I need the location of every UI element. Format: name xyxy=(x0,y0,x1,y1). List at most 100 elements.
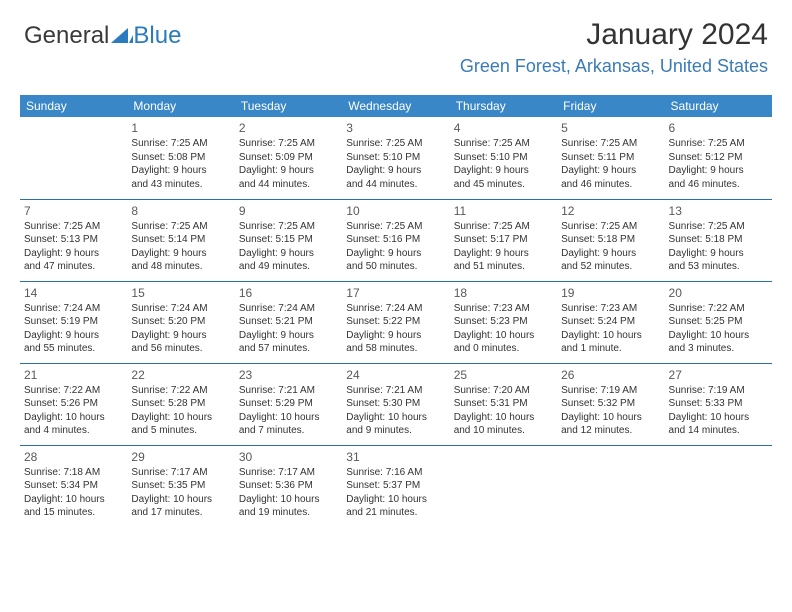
daylight-text: Daylight: 9 hours xyxy=(454,247,553,261)
day-number: 15 xyxy=(131,285,230,301)
sunset-text: Sunset: 5:29 PM xyxy=(239,397,338,411)
sunrise-text: Sunrise: 7:21 AM xyxy=(346,384,445,398)
logo-text-blue: Blue xyxy=(133,22,181,50)
sunset-text: Sunset: 5:14 PM xyxy=(131,233,230,247)
daylight-text: Daylight: 9 hours xyxy=(239,164,338,178)
daylight-text: Daylight: 10 hours xyxy=(131,493,230,507)
day-number: 30 xyxy=(239,449,338,465)
calendar-week-row: 21Sunrise: 7:22 AMSunset: 5:26 PMDayligh… xyxy=(20,363,772,445)
daylight-text: Daylight: 10 hours xyxy=(561,411,660,425)
sunrise-text: Sunrise: 7:25 AM xyxy=(561,220,660,234)
daylight-text: Daylight: 9 hours xyxy=(669,164,768,178)
daylight-text: Daylight: 10 hours xyxy=(454,411,553,425)
day-number: 25 xyxy=(454,367,553,383)
calendar-day-cell: 17Sunrise: 7:24 AMSunset: 5:22 PMDayligh… xyxy=(342,281,449,363)
weekday-header: Sunday xyxy=(20,95,127,117)
calendar-header-row: SundayMondayTuesdayWednesdayThursdayFrid… xyxy=(20,95,772,117)
daylight-text: and 56 minutes. xyxy=(131,342,230,356)
daylight-text: Daylight: 9 hours xyxy=(24,247,123,261)
day-number: 7 xyxy=(24,203,123,219)
sunset-text: Sunset: 5:30 PM xyxy=(346,397,445,411)
daylight-text: and 17 minutes. xyxy=(131,506,230,520)
calendar-day-cell: 10Sunrise: 7:25 AMSunset: 5:16 PMDayligh… xyxy=(342,199,449,281)
daylight-text: Daylight: 9 hours xyxy=(561,247,660,261)
daylight-text: and 47 minutes. xyxy=(24,260,123,274)
sunset-text: Sunset: 5:18 PM xyxy=(669,233,768,247)
sunrise-text: Sunrise: 7:25 AM xyxy=(346,137,445,151)
daylight-text: Daylight: 10 hours xyxy=(239,493,338,507)
sunset-text: Sunset: 5:25 PM xyxy=(669,315,768,329)
day-number: 9 xyxy=(239,203,338,219)
sunset-text: Sunset: 5:16 PM xyxy=(346,233,445,247)
daylight-text: Daylight: 9 hours xyxy=(561,164,660,178)
day-number: 31 xyxy=(346,449,445,465)
calendar-day-cell: 3Sunrise: 7:25 AMSunset: 5:10 PMDaylight… xyxy=(342,117,449,199)
calendar-day-cell: 8Sunrise: 7:25 AMSunset: 5:14 PMDaylight… xyxy=(127,199,234,281)
calendar-day-cell: 22Sunrise: 7:22 AMSunset: 5:28 PMDayligh… xyxy=(127,363,234,445)
calendar-day-cell: 15Sunrise: 7:24 AMSunset: 5:20 PMDayligh… xyxy=(127,281,234,363)
day-number: 3 xyxy=(346,120,445,136)
calendar-day-cell xyxy=(665,445,772,527)
daylight-text: and 48 minutes. xyxy=(131,260,230,274)
calendar-day-cell xyxy=(20,117,127,199)
sunset-text: Sunset: 5:17 PM xyxy=(454,233,553,247)
day-number: 23 xyxy=(239,367,338,383)
daylight-text: Daylight: 10 hours xyxy=(24,493,123,507)
calendar-day-cell: 18Sunrise: 7:23 AMSunset: 5:23 PMDayligh… xyxy=(450,281,557,363)
daylight-text: Daylight: 9 hours xyxy=(346,329,445,343)
daylight-text: Daylight: 9 hours xyxy=(131,329,230,343)
sunset-text: Sunset: 5:18 PM xyxy=(561,233,660,247)
daylight-text: and 50 minutes. xyxy=(346,260,445,274)
calendar-week-row: 1Sunrise: 7:25 AMSunset: 5:08 PMDaylight… xyxy=(20,117,772,199)
sunrise-text: Sunrise: 7:23 AM xyxy=(561,302,660,316)
day-number: 11 xyxy=(454,203,553,219)
calendar-week-row: 14Sunrise: 7:24 AMSunset: 5:19 PMDayligh… xyxy=(20,281,772,363)
daylight-text: and 0 minutes. xyxy=(454,342,553,356)
calendar-day-cell: 6Sunrise: 7:25 AMSunset: 5:12 PMDaylight… xyxy=(665,117,772,199)
calendar-day-cell: 5Sunrise: 7:25 AMSunset: 5:11 PMDaylight… xyxy=(557,117,664,199)
calendar-day-cell: 25Sunrise: 7:20 AMSunset: 5:31 PMDayligh… xyxy=(450,363,557,445)
daylight-text: Daylight: 9 hours xyxy=(24,329,123,343)
sunset-text: Sunset: 5:15 PM xyxy=(239,233,338,247)
sunset-text: Sunset: 5:33 PM xyxy=(669,397,768,411)
calendar-day-cell xyxy=(557,445,664,527)
header-right: January 2024 Green Forest, Arkansas, Uni… xyxy=(460,18,768,77)
daylight-text: and 49 minutes. xyxy=(239,260,338,274)
sunrise-text: Sunrise: 7:22 AM xyxy=(669,302,768,316)
day-number: 10 xyxy=(346,203,445,219)
sunset-text: Sunset: 5:22 PM xyxy=(346,315,445,329)
daylight-text: and 44 minutes. xyxy=(239,178,338,192)
calendar-body: 1Sunrise: 7:25 AMSunset: 5:08 PMDaylight… xyxy=(20,117,772,527)
calendar-day-cell: 20Sunrise: 7:22 AMSunset: 5:25 PMDayligh… xyxy=(665,281,772,363)
daylight-text: and 21 minutes. xyxy=(346,506,445,520)
sunrise-text: Sunrise: 7:19 AM xyxy=(669,384,768,398)
calendar-day-cell: 28Sunrise: 7:18 AMSunset: 5:34 PMDayligh… xyxy=(20,445,127,527)
sunset-text: Sunset: 5:12 PM xyxy=(669,151,768,165)
day-number: 18 xyxy=(454,285,553,301)
sunset-text: Sunset: 5:35 PM xyxy=(131,479,230,493)
daylight-text: and 12 minutes. xyxy=(561,424,660,438)
daylight-text: and 46 minutes. xyxy=(561,178,660,192)
weekday-header: Thursday xyxy=(450,95,557,117)
calendar-day-cell: 30Sunrise: 7:17 AMSunset: 5:36 PMDayligh… xyxy=(235,445,342,527)
calendar-week-row: 7Sunrise: 7:25 AMSunset: 5:13 PMDaylight… xyxy=(20,199,772,281)
sunrise-text: Sunrise: 7:17 AM xyxy=(131,466,230,480)
sunrise-text: Sunrise: 7:24 AM xyxy=(346,302,445,316)
day-number: 22 xyxy=(131,367,230,383)
day-number: 6 xyxy=(669,120,768,136)
calendar-week-row: 28Sunrise: 7:18 AMSunset: 5:34 PMDayligh… xyxy=(20,445,772,527)
sunrise-text: Sunrise: 7:25 AM xyxy=(131,137,230,151)
sunrise-text: Sunrise: 7:19 AM xyxy=(561,384,660,398)
daylight-text: and 58 minutes. xyxy=(346,342,445,356)
sunrise-text: Sunrise: 7:22 AM xyxy=(24,384,123,398)
calendar-table: SundayMondayTuesdayWednesdayThursdayFrid… xyxy=(20,95,772,527)
sunrise-text: Sunrise: 7:25 AM xyxy=(454,220,553,234)
sunrise-text: Sunrise: 7:17 AM xyxy=(239,466,338,480)
day-number: 16 xyxy=(239,285,338,301)
daylight-text: Daylight: 10 hours xyxy=(239,411,338,425)
day-number: 1 xyxy=(131,120,230,136)
daylight-text: and 55 minutes. xyxy=(24,342,123,356)
daylight-text: and 45 minutes. xyxy=(454,178,553,192)
daylight-text: and 53 minutes. xyxy=(669,260,768,274)
calendar-day-cell: 7Sunrise: 7:25 AMSunset: 5:13 PMDaylight… xyxy=(20,199,127,281)
